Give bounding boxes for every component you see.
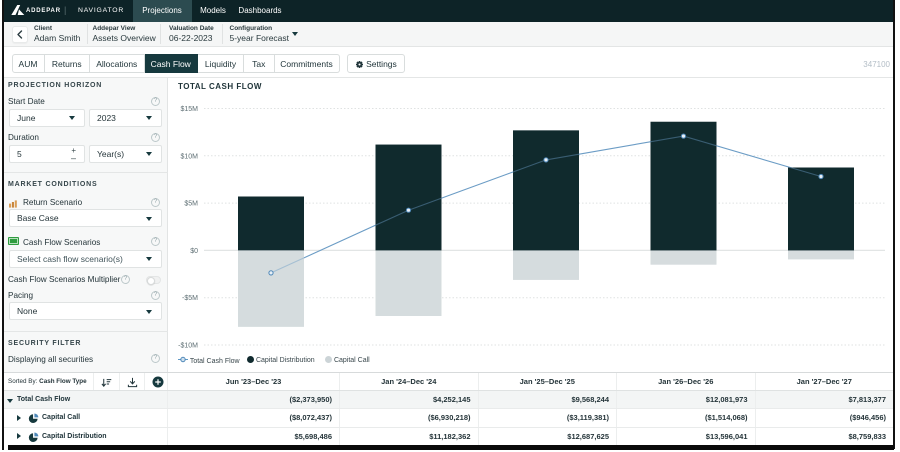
- svg-text:$5M: $5M: [184, 201, 198, 208]
- svg-text:$10M: $10M: [180, 153, 198, 160]
- svg-text:$0: $0: [190, 248, 198, 255]
- svg-text:-$5M: -$5M: [182, 295, 198, 302]
- svg-text:$15M: $15M: [180, 106, 198, 113]
- svg-text:-$10M: -$10M: [178, 343, 198, 350]
